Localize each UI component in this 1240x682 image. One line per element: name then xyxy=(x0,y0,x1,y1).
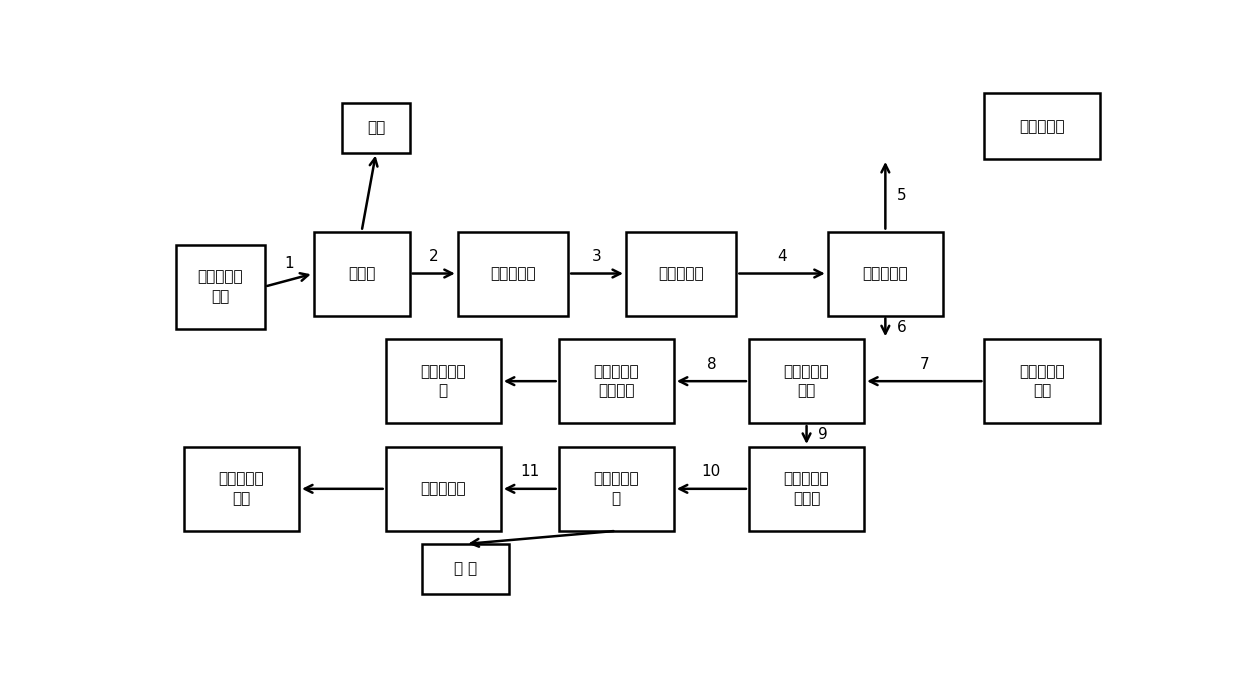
Text: 釜 残: 釜 残 xyxy=(454,561,477,576)
Text: 管式混合器: 管式混合器 xyxy=(658,266,704,281)
Bar xyxy=(558,447,675,531)
Bar xyxy=(342,103,409,153)
Bar xyxy=(828,231,942,316)
Text: 9: 9 xyxy=(818,428,828,443)
Bar xyxy=(985,93,1100,159)
Text: 有机相中间
储槽: 有机相中间 储槽 xyxy=(1019,364,1065,398)
Text: 水相中间槽: 水相中间槽 xyxy=(1019,119,1065,134)
Text: 8: 8 xyxy=(707,357,717,372)
Text: 底部残液中
间储槽: 底部残液中 间储槽 xyxy=(784,471,830,506)
Bar xyxy=(749,447,864,531)
Text: 4: 4 xyxy=(777,249,787,264)
Text: 2: 2 xyxy=(429,249,439,264)
Text: 间歇萃取精
馏塔: 间歇萃取精 馏塔 xyxy=(784,364,830,398)
Bar xyxy=(749,339,864,423)
Text: 7: 7 xyxy=(920,357,929,372)
Text: 二氯甲烷产
品中间罐: 二氯甲烷产 品中间罐 xyxy=(594,364,639,398)
Bar xyxy=(386,447,501,531)
Bar xyxy=(458,231,568,316)
Text: 蒸馏釜: 蒸馏釜 xyxy=(348,266,376,281)
Text: 油水分离罐: 油水分离罐 xyxy=(863,266,908,281)
Text: 萃取剂回收
套用: 萃取剂回收 套用 xyxy=(218,471,264,506)
Text: 釜残: 釜残 xyxy=(367,120,386,135)
Text: 蒸馏中间槽: 蒸馏中间槽 xyxy=(490,266,536,281)
Text: 废二氯甲烷
溶剂: 废二氯甲烷 溶剂 xyxy=(197,269,243,304)
Bar xyxy=(314,231,409,316)
Bar xyxy=(626,231,737,316)
Text: 1: 1 xyxy=(284,256,294,271)
Bar xyxy=(985,339,1100,423)
Text: 11: 11 xyxy=(520,464,539,479)
Text: 3: 3 xyxy=(593,249,601,264)
Text: 5: 5 xyxy=(897,188,906,203)
Bar xyxy=(184,447,299,531)
Bar xyxy=(558,339,675,423)
Bar xyxy=(386,339,501,423)
Text: 6: 6 xyxy=(897,320,906,335)
Text: 中间馏份槽: 中间馏份槽 xyxy=(420,481,466,496)
Text: 10: 10 xyxy=(702,464,720,479)
Bar xyxy=(422,544,508,594)
Text: 再利用精馏
塔: 再利用精馏 塔 xyxy=(594,471,639,506)
Bar xyxy=(176,245,264,329)
Text: 前馏份接受
槽: 前馏份接受 槽 xyxy=(420,364,466,398)
